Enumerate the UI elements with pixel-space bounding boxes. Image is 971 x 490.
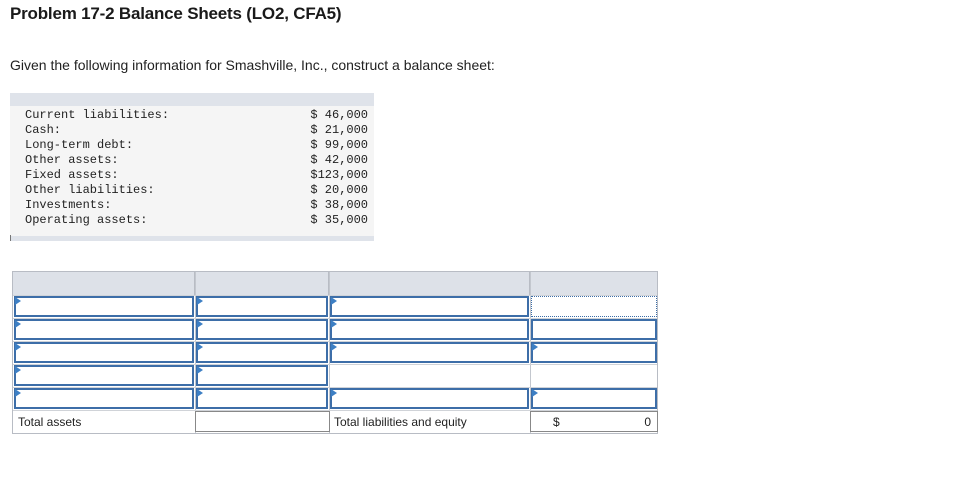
asset-label-input[interactable] — [14, 388, 194, 409]
liability-amount-input[interactable] — [531, 342, 657, 363]
header-cell-assets-label — [13, 272, 195, 295]
info-corner-mark — [10, 235, 11, 241]
asset-amount-input[interactable] — [196, 296, 328, 317]
balance-sheet-table: Total assets Total liabilities and equit… — [12, 271, 658, 434]
header-cell-liabilities-amount — [530, 272, 657, 295]
problem-prompt: Given the following information for Smas… — [10, 57, 495, 73]
row-divider — [13, 410, 657, 411]
asset-amount-input[interactable] — [196, 342, 328, 363]
header-cell-liabilities-label — [329, 272, 530, 295]
problem-title: Problem 17-2 Balance Sheets (LO2, CFA5) — [10, 4, 342, 23]
dropdown-marker-icon — [15, 389, 21, 397]
liability-amount-input[interactable] — [531, 319, 657, 340]
asset-label-input[interactable] — [14, 365, 194, 386]
dropdown-marker-icon — [331, 389, 337, 397]
dropdown-marker-icon — [15, 320, 21, 328]
dropdown-marker-icon — [331, 320, 337, 328]
liability-amount-input-focused[interactable] — [531, 296, 657, 317]
liability-label-input[interactable] — [330, 296, 529, 317]
given-row: Operating assets: $ 35,000 — [25, 213, 368, 227]
given-row: Fixed assets: $123,000 — [25, 168, 368, 182]
given-information-box: Current liabilities: $ 46,000 Cash: $ 21,0… — [10, 93, 374, 241]
asset-label-input[interactable] — [14, 296, 194, 317]
given-row: Long-term debt: $ 99,000 — [25, 138, 368, 152]
dropdown-marker-icon — [532, 389, 538, 397]
total-assets-value — [195, 411, 330, 432]
liability-amount-input[interactable] — [531, 388, 657, 409]
dropdown-marker-icon — [331, 297, 337, 305]
dropdown-marker-icon — [15, 297, 21, 305]
given-row: Current liabilities: $ 46,000 — [25, 108, 368, 122]
dropdown-marker-icon — [532, 343, 538, 351]
asset-label-input[interactable] — [14, 319, 194, 340]
row-divider — [13, 364, 657, 365]
liability-label-input[interactable] — [330, 342, 529, 363]
row-divider — [13, 387, 657, 388]
total-liabilities-equity-value: 0 — [644, 415, 651, 429]
header-cell-assets-amount — [195, 272, 329, 295]
dropdown-marker-icon — [197, 389, 203, 397]
given-row: Other assets: $ 42,000 — [25, 153, 368, 167]
liability-label-input[interactable] — [330, 319, 529, 340]
given-row: Other liabilities: $ 20,000 — [25, 183, 368, 197]
total-assets-label: Total assets — [18, 415, 82, 429]
column-divider — [195, 272, 196, 433]
total-liabilities-equity-box — [530, 411, 658, 432]
info-header-bar — [10, 93, 374, 106]
column-divider — [329, 272, 330, 433]
row-divider — [13, 318, 657, 319]
asset-amount-input[interactable] — [196, 388, 328, 409]
dropdown-marker-icon — [197, 366, 203, 374]
row-divider — [13, 295, 657, 296]
column-divider — [530, 272, 531, 433]
total-currency-symbol: $ — [553, 415, 560, 429]
given-row: Investments: $ 38,000 — [25, 198, 368, 212]
given-row: Cash: $ 21,000 — [25, 123, 368, 137]
row-divider — [13, 341, 657, 342]
dropdown-marker-icon — [197, 320, 203, 328]
dropdown-marker-icon — [197, 297, 203, 305]
dropdown-marker-icon — [15, 343, 21, 351]
info-footer-bar — [10, 236, 374, 241]
asset-amount-input[interactable] — [196, 365, 328, 386]
asset-label-input[interactable] — [14, 342, 194, 363]
liability-label-input[interactable] — [330, 388, 529, 409]
total-liabilities-equity-label: Total liabilities and equity — [334, 415, 467, 429]
dropdown-marker-icon — [331, 343, 337, 351]
dropdown-marker-icon — [15, 366, 21, 374]
dropdown-marker-icon — [197, 343, 203, 351]
asset-amount-input[interactable] — [196, 319, 328, 340]
